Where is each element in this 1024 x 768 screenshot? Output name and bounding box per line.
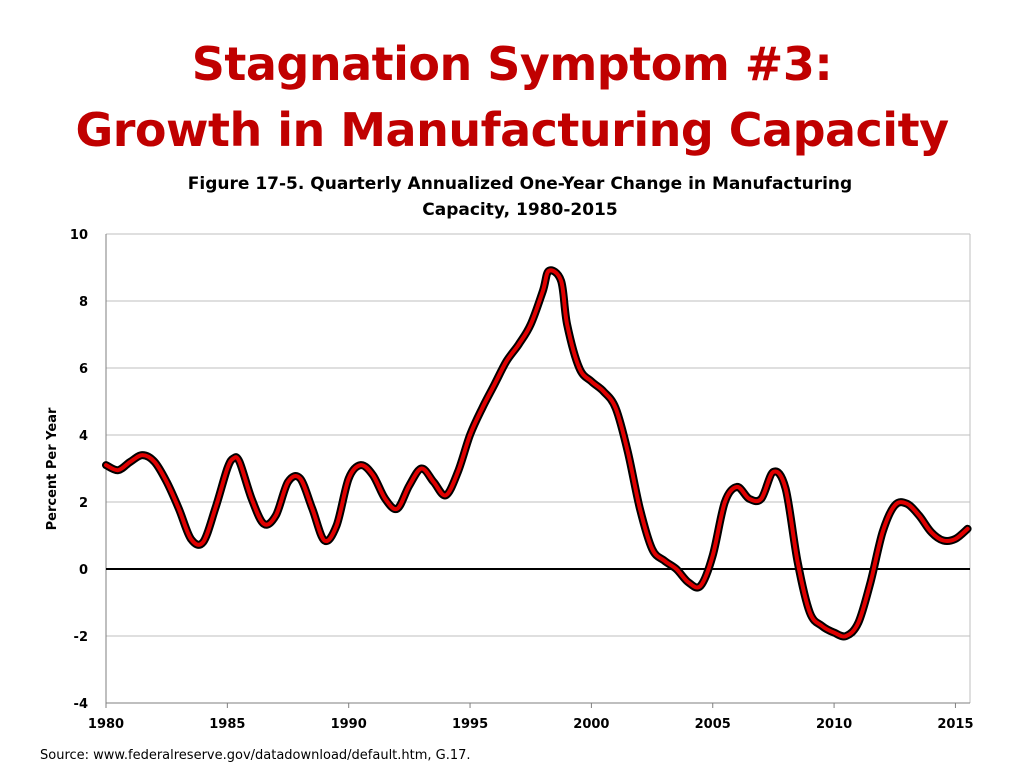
- y-tick-label: 8: [79, 295, 88, 310]
- series-layer: [102, 266, 972, 641]
- x-tick-label: 2005: [695, 717, 731, 732]
- y-tick-label: -2: [74, 630, 88, 645]
- x-tick-label: 2010: [816, 717, 852, 732]
- y-tick-label: 2: [79, 496, 88, 511]
- x-tick-label: 2015: [937, 717, 973, 732]
- series-line-outline: [102, 266, 972, 641]
- tick-labels: -4 -2 0 2 4 6 8 10 1980 1985 1990 1995 2000 2005 2010 2…: [70, 228, 974, 732]
- y-tick-label: 10: [70, 228, 88, 243]
- slide-title-line1: Stagnation Symptom #3:: [191, 37, 833, 91]
- source-note: Source: www.federalreserve.gov/datadownl…: [40, 748, 471, 763]
- x-tick-label: 1980: [88, 717, 124, 732]
- y-tick-label: 6: [79, 362, 88, 377]
- figure-title-line2: Capacity, 1980-2015: [422, 200, 618, 220]
- x-tick-label: 1985: [209, 717, 245, 732]
- y-tick-label: 0: [79, 563, 88, 578]
- series-line: [104, 268, 970, 639]
- y-tick-label: -4: [74, 697, 88, 712]
- figure-title-line1: Figure 17-5. Quarterly Annualized One-Ye…: [187, 174, 853, 194]
- y-tick-label: 4: [79, 429, 88, 444]
- x-tick-label: 2000: [573, 717, 609, 732]
- x-tick-label: 1995: [452, 717, 488, 732]
- slide-title-line2: Growth in Manufacturing Capacity: [75, 103, 949, 157]
- y-axis-label: Percent Per Year: [45, 407, 60, 530]
- x-tick-label: 1990: [331, 717, 367, 732]
